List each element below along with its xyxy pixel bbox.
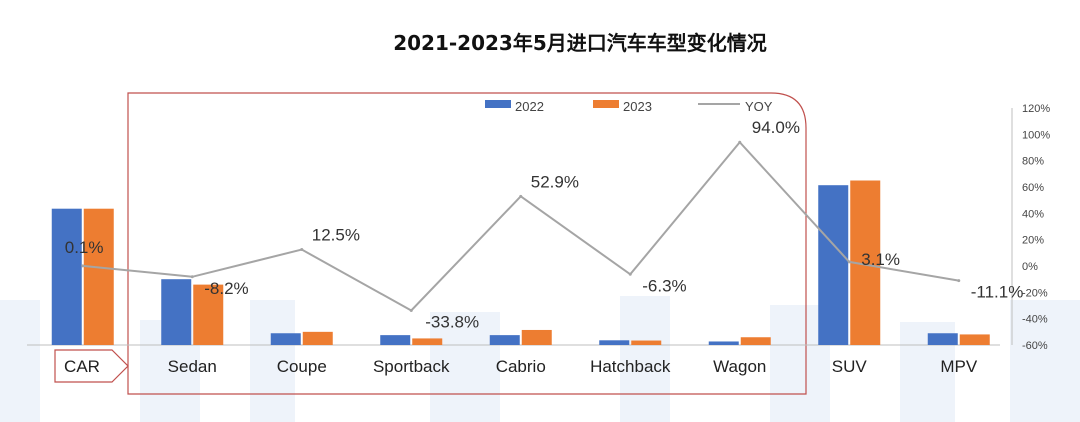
- yoy-label-car: 0.1%: [65, 238, 104, 257]
- yoy-label-sedan: -8.2%: [204, 279, 248, 298]
- bar-2022-sportback: [380, 335, 411, 345]
- category-label-sportback: Sportback: [373, 357, 450, 376]
- bar-2022-mpv: [927, 333, 958, 345]
- right-axis-ticks: 120% 100% 80% 60% 40% 20% 0% -20% -40% -60%: [1022, 103, 1050, 352]
- category-label-suv: SUV: [832, 357, 868, 376]
- yoy-label-suv: 3.1%: [861, 250, 900, 269]
- yoy-point-suv: [847, 260, 851, 264]
- yoy-labels-layer: 0.1% -8.2% 12.5% -33.8% 52.9% -6.3% 94.0% 3.1% -…: [65, 118, 1024, 331]
- yoy-label-coupe: 12.5%: [312, 226, 360, 245]
- yoy-point-mpv: [957, 279, 961, 283]
- chart-title: 2021-2023年5月进口汽车车型变化情况: [393, 31, 767, 55]
- y2-tick-120-: 120%: [1022, 103, 1050, 115]
- bar-2023-hatchback: [631, 340, 662, 345]
- yoy-label-hatchback: -6.3%: [642, 276, 686, 295]
- bar-2022-sedan: [161, 279, 192, 345]
- bar-2023-coupe: [302, 331, 333, 345]
- yoy-point-cabrio: [519, 194, 523, 198]
- y2-tick--20-: -20%: [1022, 287, 1048, 299]
- bar-2022-wagon: [708, 341, 739, 345]
- bar-2023-sportback: [412, 338, 443, 345]
- y2-tick-40-: 40%: [1022, 208, 1044, 220]
- category-label-wagon: Wagon: [713, 357, 766, 376]
- legend-swatch-2023: [593, 100, 619, 108]
- bar-2023-wagon: [740, 337, 771, 345]
- legend: 2022 2023 YOY: [485, 99, 773, 114]
- car-arrow-tag: [54, 349, 129, 383]
- category-label-sedan: Sedan: [168, 357, 217, 376]
- yoy-point-coupe: [300, 248, 304, 252]
- category-label-hatchback: Hatchback: [590, 357, 671, 376]
- category-label-coupe: Coupe: [277, 357, 327, 376]
- category-labels-layer: CAR Sedan Coupe Sportback Cabrio Hatchback Wag…: [64, 357, 978, 376]
- bars-layer: [51, 180, 990, 345]
- legend-label-2023: 2023: [623, 99, 652, 114]
- bar-2022-car: [51, 208, 82, 345]
- y2-tick-0-: 0%: [1022, 261, 1038, 273]
- bar-2023-sedan: [193, 284, 224, 345]
- y2-tick--60-: -60%: [1022, 340, 1048, 352]
- yoy-point-sedan: [190, 275, 194, 279]
- yoy-label-sportback: -33.8%: [425, 313, 479, 332]
- bar-2022-coupe: [270, 333, 301, 345]
- y2-tick-80-: 80%: [1022, 156, 1044, 168]
- yoy-line-layer: [81, 140, 961, 313]
- bar-2023-cabrio: [521, 329, 552, 345]
- y2-tick-100-: 100%: [1022, 129, 1050, 141]
- yoy-label-mpv: -11.1%: [971, 283, 1024, 302]
- legend-label-2022: 2022: [515, 99, 544, 114]
- yoy-point-hatchback: [628, 272, 632, 276]
- yoy-point-wagon: [738, 140, 742, 144]
- legend-label-yoy: YOY: [745, 99, 773, 114]
- yoy-label-wagon: 94.0%: [752, 118, 800, 137]
- legend-swatch-2022: [485, 100, 511, 108]
- category-label-car: CAR: [64, 357, 100, 376]
- y2-tick--40-: -40%: [1022, 314, 1048, 326]
- bar-2022-cabrio: [489, 335, 520, 345]
- highlight-box: [127, 92, 807, 395]
- category-label-mpv: MPV: [940, 357, 978, 376]
- category-label-cabrio: Cabrio: [496, 357, 546, 376]
- bar-2022-suv: [818, 185, 849, 345]
- bar-2022-hatchback: [599, 340, 630, 345]
- bar-2023-mpv: [959, 334, 990, 345]
- yoy-point-car: [81, 264, 85, 268]
- yoy-label-cabrio: 52.9%: [531, 172, 579, 191]
- yoy-point-sportback: [409, 309, 413, 313]
- y2-tick-60-: 60%: [1022, 182, 1044, 194]
- y2-tick-20-: 20%: [1022, 235, 1044, 247]
- bar-2023-car: [83, 208, 114, 345]
